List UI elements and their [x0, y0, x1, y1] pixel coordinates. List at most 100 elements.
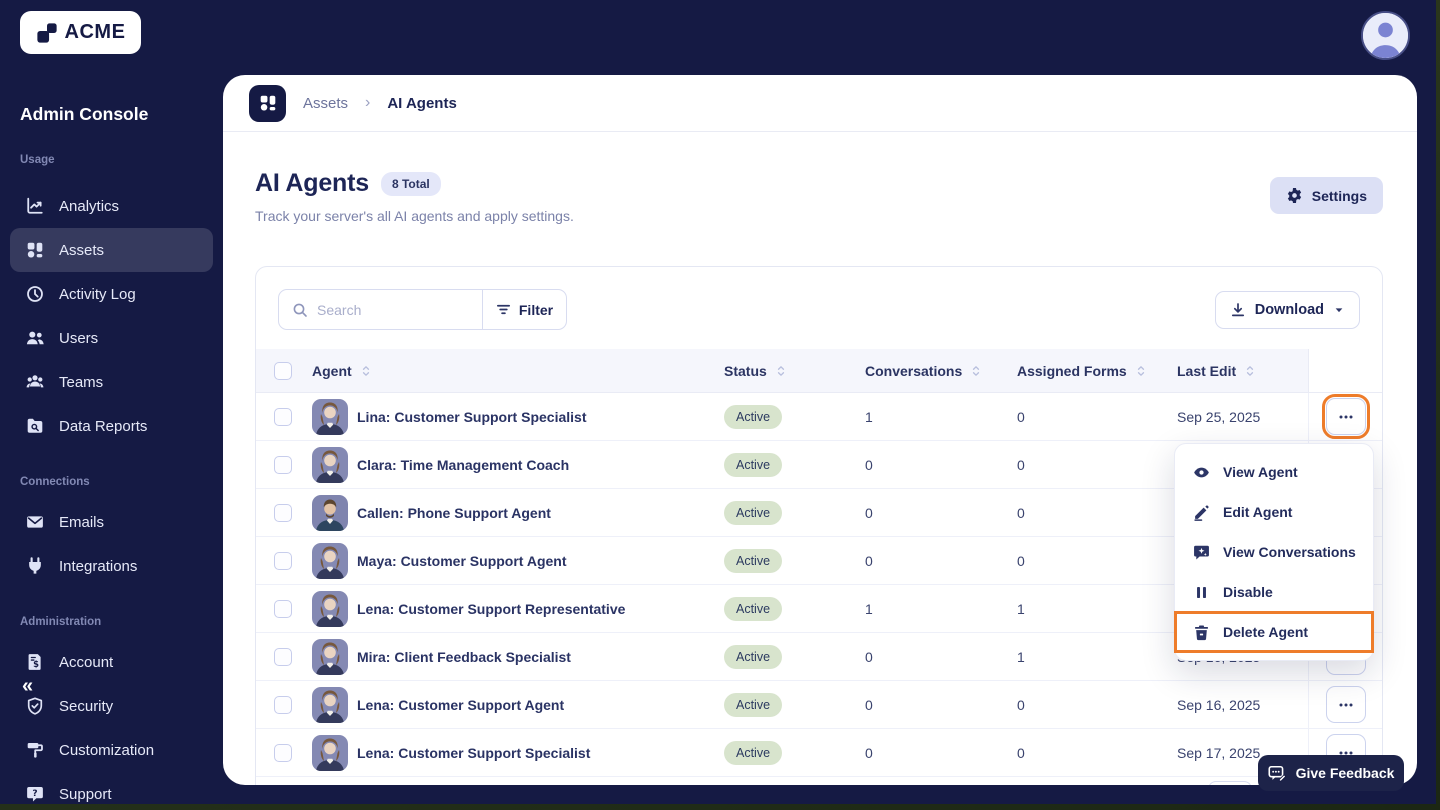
last-edit-date: Sep 25, 2025	[1177, 408, 1261, 425]
pause-icon	[1193, 584, 1210, 601]
row-checkbox[interactable]	[274, 695, 292, 714]
download-icon	[1230, 302, 1246, 318]
row-context-menu: View Agent Edit Agent View Conversations Di…	[1174, 443, 1374, 661]
sidebar-item-label: Activity Log	[59, 285, 136, 303]
column-header-agent[interactable]: Agent	[312, 363, 724, 379]
user-avatar[interactable]	[1361, 11, 1410, 60]
menu-item-label: View Agent	[1223, 464, 1298, 480]
sidebar-item-label: Support	[59, 785, 112, 803]
sidebar-item-label: Assets	[59, 241, 105, 259]
status-badge: Active	[724, 548, 783, 573]
agent-avatar	[312, 494, 348, 531]
acme-logo[interactable]: ACME	[20, 11, 141, 54]
assets-icon	[26, 241, 44, 259]
sidebar-item-account[interactable]: $ Account	[10, 640, 213, 684]
agent-avatar	[312, 590, 348, 627]
column-header-assigned-forms[interactable]: Assigned Forms	[1017, 363, 1177, 379]
breadcrumb-assets[interactable]: Assets	[303, 94, 349, 112]
conversations-count: 0	[865, 696, 873, 713]
sort-icon[interactable]	[969, 364, 983, 378]
pagination-button[interactable]	[1208, 781, 1252, 785]
agent-name: Maya: Customer Support Agent	[357, 552, 567, 569]
row-checkbox[interactable]	[274, 455, 292, 474]
download-button-label: Download	[1254, 302, 1324, 318]
sidebar-item-analytics[interactable]: Analytics	[10, 184, 213, 228]
search-box[interactable]	[279, 290, 482, 329]
column-header-status[interactable]: Status	[724, 363, 865, 379]
teams-icon	[26, 373, 44, 391]
breadcrumb: Assets › AI Agents	[223, 75, 1417, 132]
assigned-forms-count: 0	[1017, 696, 1025, 713]
sort-icon[interactable]	[1134, 364, 1148, 378]
row-checkbox[interactable]	[274, 503, 292, 522]
status-badge: Active	[724, 740, 783, 765]
page-subtitle: Track your server's all AI agents and ap…	[255, 208, 574, 224]
sidebar-item-data-reports[interactable]: Data Reports	[10, 404, 213, 448]
agent-name: Lina: Customer Support Specialist	[357, 408, 587, 425]
activity-icon	[26, 285, 44, 303]
feedback-icon	[1268, 764, 1287, 783]
column-header-last-edit[interactable]: Last Edit	[1177, 363, 1308, 379]
grid-icon	[259, 94, 277, 112]
assets-app-icon	[249, 84, 286, 122]
menu-item-view-agent[interactable]: View Agent	[1175, 452, 1373, 492]
conversations-count: 1	[865, 600, 873, 617]
menu-item-view-conversations[interactable]: View Conversations	[1175, 532, 1373, 572]
sidebar-item-users[interactable]: Users	[10, 316, 213, 360]
main-panel: Assets › AI Agents AI Agents 8 Total Tra…	[223, 75, 1417, 785]
sidebar-item-label: Security	[59, 697, 114, 715]
support-icon: ?	[26, 785, 44, 803]
sidebar: Admin Console Usage Analytics Assets Activi…	[0, 75, 223, 804]
sidebar-collapse-button[interactable]: «	[22, 675, 34, 697]
menu-item-delete-agent[interactable]: Delete Agent	[1174, 611, 1374, 653]
sidebar-title: Admin Console	[20, 104, 149, 124]
sidebar-item-customization[interactable]: Customization	[10, 728, 213, 772]
sort-icon[interactable]	[359, 364, 373, 378]
row-actions-button[interactable]	[1325, 686, 1366, 723]
sidebar-item-integrations[interactable]: Integrations	[10, 544, 213, 588]
settings-button[interactable]: Settings	[1269, 177, 1383, 214]
select-all-checkbox[interactable]	[274, 361, 292, 380]
column-header-conversations[interactable]: Conversations	[865, 363, 1017, 379]
sidebar-item-assets[interactable]: Assets	[10, 228, 213, 272]
sidebar-item-emails[interactable]: Emails	[10, 500, 213, 544]
table-row: Lena: Customer Support Agent Active 0 0 Sep …	[256, 681, 1382, 729]
sidebar-item-label: Integrations	[59, 557, 138, 575]
menu-item-label: Disable	[1223, 584, 1273, 600]
row-checkbox[interactable]	[274, 743, 292, 762]
table-row: Lina: Customer Support Specialist Active 1…	[256, 393, 1382, 441]
give-feedback-button[interactable]: Give Feedback	[1258, 755, 1404, 791]
pencil-icon	[1193, 504, 1210, 521]
assigned-forms-count: 0	[1017, 456, 1025, 473]
menu-item-edit-agent[interactable]: Edit Agent	[1175, 492, 1373, 532]
filter-icon	[496, 302, 511, 317]
ellipsis-icon	[1338, 409, 1354, 425]
sidebar-item-support[interactable]: ? Support	[10, 772, 213, 810]
sidebar-item-label: Data Reports	[59, 417, 148, 435]
search-icon	[292, 302, 308, 318]
row-checkbox[interactable]	[274, 599, 292, 618]
row-actions-button[interactable]	[1321, 394, 1370, 439]
row-checkbox[interactable]	[274, 647, 292, 666]
menu-item-disable[interactable]: Disable	[1175, 572, 1373, 612]
conversations-count: 0	[865, 744, 873, 761]
sidebar-item-activity-log[interactable]: Activity Log	[10, 272, 213, 316]
trash-icon	[1193, 624, 1210, 641]
search-input[interactable]	[317, 301, 457, 318]
sidebar-item-label: Emails	[59, 513, 105, 531]
sort-icon[interactable]	[1243, 364, 1257, 378]
breadcrumb-separator-icon: ›	[365, 94, 371, 111]
row-checkbox[interactable]	[274, 407, 292, 426]
sidebar-item-teams[interactable]: Teams	[10, 360, 213, 404]
conversations-count: 0	[865, 456, 873, 473]
row-checkbox[interactable]	[274, 551, 292, 570]
filter-button[interactable]: Filter	[482, 290, 566, 329]
assigned-forms-count: 0	[1017, 408, 1025, 425]
menu-item-label: Delete Agent	[1223, 624, 1309, 640]
download-button[interactable]: Download	[1214, 291, 1360, 329]
sort-icon[interactable]	[774, 364, 788, 378]
status-badge: Active	[724, 692, 783, 717]
sidebar-item-security[interactable]: Security	[10, 684, 213, 728]
svg-text:?: ?	[32, 789, 37, 799]
